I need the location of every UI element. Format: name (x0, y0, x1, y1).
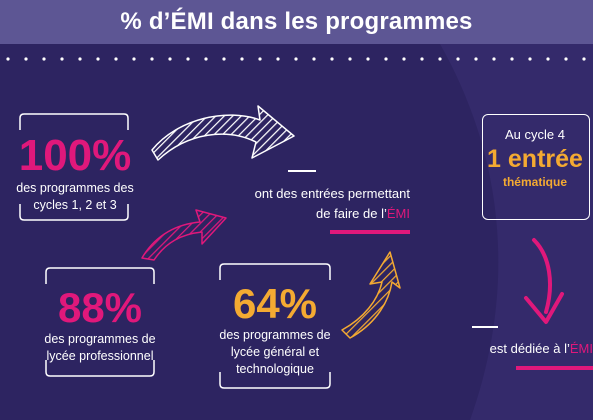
page-title: % d’ÉMI dans les programmes (120, 8, 473, 35)
stat-64-value: 64% (232, 280, 318, 327)
stat-64-caption-1: des programmes de (219, 328, 331, 342)
middle-text-accent: ÉMI (386, 206, 410, 221)
middle-text-line2: de faire de l’ÉMI (222, 204, 410, 224)
middle-text-line2-prefix: de faire de l’ (316, 206, 387, 221)
stat-100-value: 100% (18, 131, 132, 180)
dotted-separator (6, 57, 586, 61)
arrow-yellow-icon (341, 251, 401, 339)
middle-dash (288, 170, 316, 172)
middle-underline (330, 230, 410, 234)
stat-88: 88% des programmes de lycée professionne… (28, 287, 172, 365)
arrow-pink-down-icon (524, 238, 564, 324)
right-underline (516, 366, 593, 370)
title-bar: % d’ÉMI dans les programmes (0, 0, 593, 44)
arrow-white-icon (151, 105, 295, 161)
cycle4-value: 1 entrée (487, 145, 583, 173)
middle-text-line1: ont des entrées permettant (254, 186, 410, 201)
stat-64-caption-3: technologique (236, 362, 314, 376)
stat-64-caption-2: lycée général et (230, 345, 320, 359)
stat-88-caption-2: lycée professionnel (46, 349, 154, 363)
cycle4-sub: thématique (502, 175, 567, 189)
stat-100-caption-2: cycles 1, 2 et 3 (33, 198, 117, 212)
bracket-64 (219, 263, 331, 389)
right-text: est dédiée à l’ÉMI (452, 340, 593, 358)
arrow-pink-icon (141, 209, 227, 261)
stat-100-caption-1: des programmes des (16, 181, 134, 195)
stat-64: 64% des programmes de lycée général et t… (202, 283, 348, 378)
stat-88-value: 88% (57, 284, 143, 331)
cycle4-box (482, 114, 590, 220)
cycle4-label: Au cycle 4 (505, 127, 565, 142)
middle-text: ont des entrées permettant de faire de l… (222, 184, 410, 224)
right-dash (472, 326, 498, 328)
bracket-100 (19, 113, 129, 221)
stat-88-caption-1: des programmes de (44, 332, 156, 346)
stat-100: 100% des programmes des cycles 1, 2 et 3 (8, 134, 142, 214)
right-text-accent: ÉMI (569, 341, 593, 356)
right-text-prefix: est dédiée à l’ (489, 341, 570, 356)
cycle4-content: Au cycle 4 1 entrée thématique (466, 126, 593, 190)
bracket-88 (45, 267, 155, 377)
